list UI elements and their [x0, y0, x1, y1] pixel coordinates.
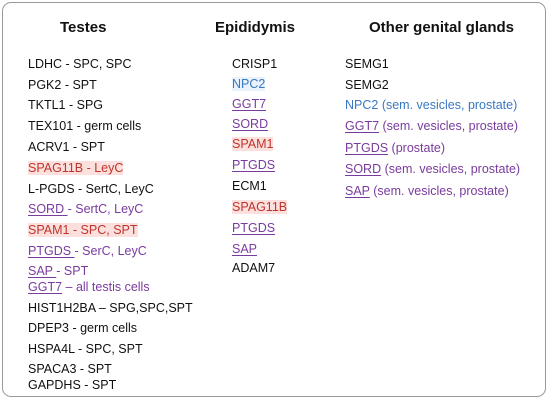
- list-item: ACRV1 - SPT: [28, 140, 105, 155]
- entry-text: LDHC - SPC, SPC: [28, 57, 132, 71]
- entry-text: (sem. vesicles, prostate): [369, 184, 509, 198]
- gene-link-text: SORD: [28, 202, 68, 216]
- column-heading-other-glands: Other genital glands: [369, 19, 515, 36]
- list-item: SEMG1: [345, 57, 389, 72]
- entry-text: ADAM7: [232, 261, 276, 275]
- gene-link-text: PTGDS: [28, 244, 75, 258]
- list-item: SORD: [232, 117, 268, 132]
- list-item: CRISP1: [232, 57, 277, 72]
- list-item: ADAM7: [232, 261, 275, 276]
- list-item: TKTL1 - SPG: [28, 98, 103, 113]
- gene-link-text: SAP: [345, 184, 370, 198]
- entry-text: (sem. vesicles, prostate): [379, 119, 518, 133]
- list-item: HIST1H2BA – SPG,SPC,SPT: [28, 301, 193, 316]
- list-item: SPAM1 - SPC, SPT: [28, 223, 138, 238]
- entry-text: - SPT: [56, 264, 89, 278]
- list-item: SPAG11B: [232, 200, 288, 215]
- entry-text: (sem. vesicles, prostate): [381, 162, 521, 176]
- gene-link-text: SORD: [345, 162, 382, 176]
- entry-text: - SerC, LeyC: [74, 244, 147, 258]
- list-item: HSPA4L - SPC, SPT: [28, 342, 143, 357]
- entry-text: SPAG11B - LeyC: [28, 161, 124, 175]
- entry-text: GAPDHS - SPT: [28, 378, 117, 392]
- table-frame: Testes Epididymis Other genital glands L…: [2, 2, 546, 397]
- list-item: PTGDS (prostate): [345, 141, 445, 156]
- gene-link-text: SAP: [28, 264, 57, 278]
- list-item: PTGDS: [232, 158, 275, 173]
- list-item: SORD - SertC, LeyC: [28, 202, 143, 217]
- entry-text: (prostate): [388, 141, 446, 155]
- entry-text: CRISP1: [232, 57, 278, 71]
- entry-text: TKTL1 - SPG: [28, 98, 104, 112]
- list-item: SAP: [232, 242, 257, 257]
- entry-text: PGK2 - SPT: [28, 78, 97, 92]
- list-item: SEMG2: [345, 78, 389, 93]
- entry-text: NPC2 (sem. vesicles, prostate): [345, 98, 518, 112]
- entry-text: L-PGDS - SertC, LeyC: [28, 182, 154, 196]
- gene-link-text: PTGDS: [232, 158, 276, 172]
- gene-link-text: GGT7: [28, 280, 63, 294]
- column-heading-testes: Testes: [60, 19, 107, 36]
- gene-link-text: SORD: [232, 117, 269, 131]
- entry-text: SPAM1: [232, 137, 274, 151]
- entry-text: SEMG2: [345, 78, 389, 92]
- entry-text: SPAM1 - SPC, SPT: [28, 223, 138, 237]
- list-item: L-PGDS - SertC, LeyC: [28, 182, 154, 197]
- entry-text: – all testis cells: [62, 280, 150, 294]
- list-item: SORD (sem. vesicles, prostate): [345, 162, 520, 177]
- gene-link-text: PTGDS: [345, 141, 389, 155]
- entry-text: ECM1: [232, 179, 267, 193]
- gene-link-text: GGT7: [345, 119, 380, 133]
- list-item: SPACA3 - SPT: [28, 362, 112, 377]
- list-item: NPC2 (sem. vesicles, prostate): [345, 98, 517, 113]
- entry-text: SEMG1: [345, 57, 389, 71]
- entry-text: ACRV1 - SPT: [28, 140, 105, 154]
- list-item: GGT7 – all testis cells: [28, 280, 150, 295]
- column-heading-epididymis: Epididymis: [215, 19, 296, 36]
- list-item: PGK2 - SPT: [28, 78, 97, 93]
- list-item: TEX101 - germ cells: [28, 119, 141, 134]
- list-item: GAPDHS - SPT: [28, 378, 116, 393]
- list-item: SAP (sem. vesicles, prostate): [345, 184, 509, 199]
- entry-text: SPACA3 - SPT: [28, 362, 112, 376]
- list-item: DPEP3 - germ cells: [28, 321, 137, 336]
- gene-link-text: GGT7: [232, 97, 267, 111]
- entry-text: - SertC, LeyC: [67, 202, 144, 216]
- list-item: ECM1: [232, 179, 267, 194]
- gene-link-text: SAP: [232, 242, 258, 256]
- entry-text: HSPA4L - SPC, SPT: [28, 342, 143, 356]
- list-item: SAP - SPT: [28, 264, 88, 279]
- list-item: PTGDS: [232, 221, 275, 236]
- entry-text: TEX101 - germ cells: [28, 119, 142, 133]
- list-item: GGT7 (sem. vesicles, prostate): [345, 119, 518, 134]
- list-item: PTGDS - SerC, LeyC: [28, 244, 147, 259]
- list-item: NPC2: [232, 77, 266, 92]
- list-item: SPAM1: [232, 137, 274, 152]
- list-item: SPAG11B - LeyC: [28, 161, 124, 176]
- entry-text: DPEP3 - germ cells: [28, 321, 138, 335]
- list-item: GGT7: [232, 97, 266, 112]
- entry-text: SPAG11B: [232, 200, 288, 214]
- list-item: LDHC - SPC, SPC: [28, 57, 132, 72]
- entry-text: NPC2: [232, 77, 266, 91]
- gene-link-text: PTGDS: [232, 221, 276, 235]
- entry-text: HIST1H2BA – SPG,SPC,SPT: [28, 301, 193, 315]
